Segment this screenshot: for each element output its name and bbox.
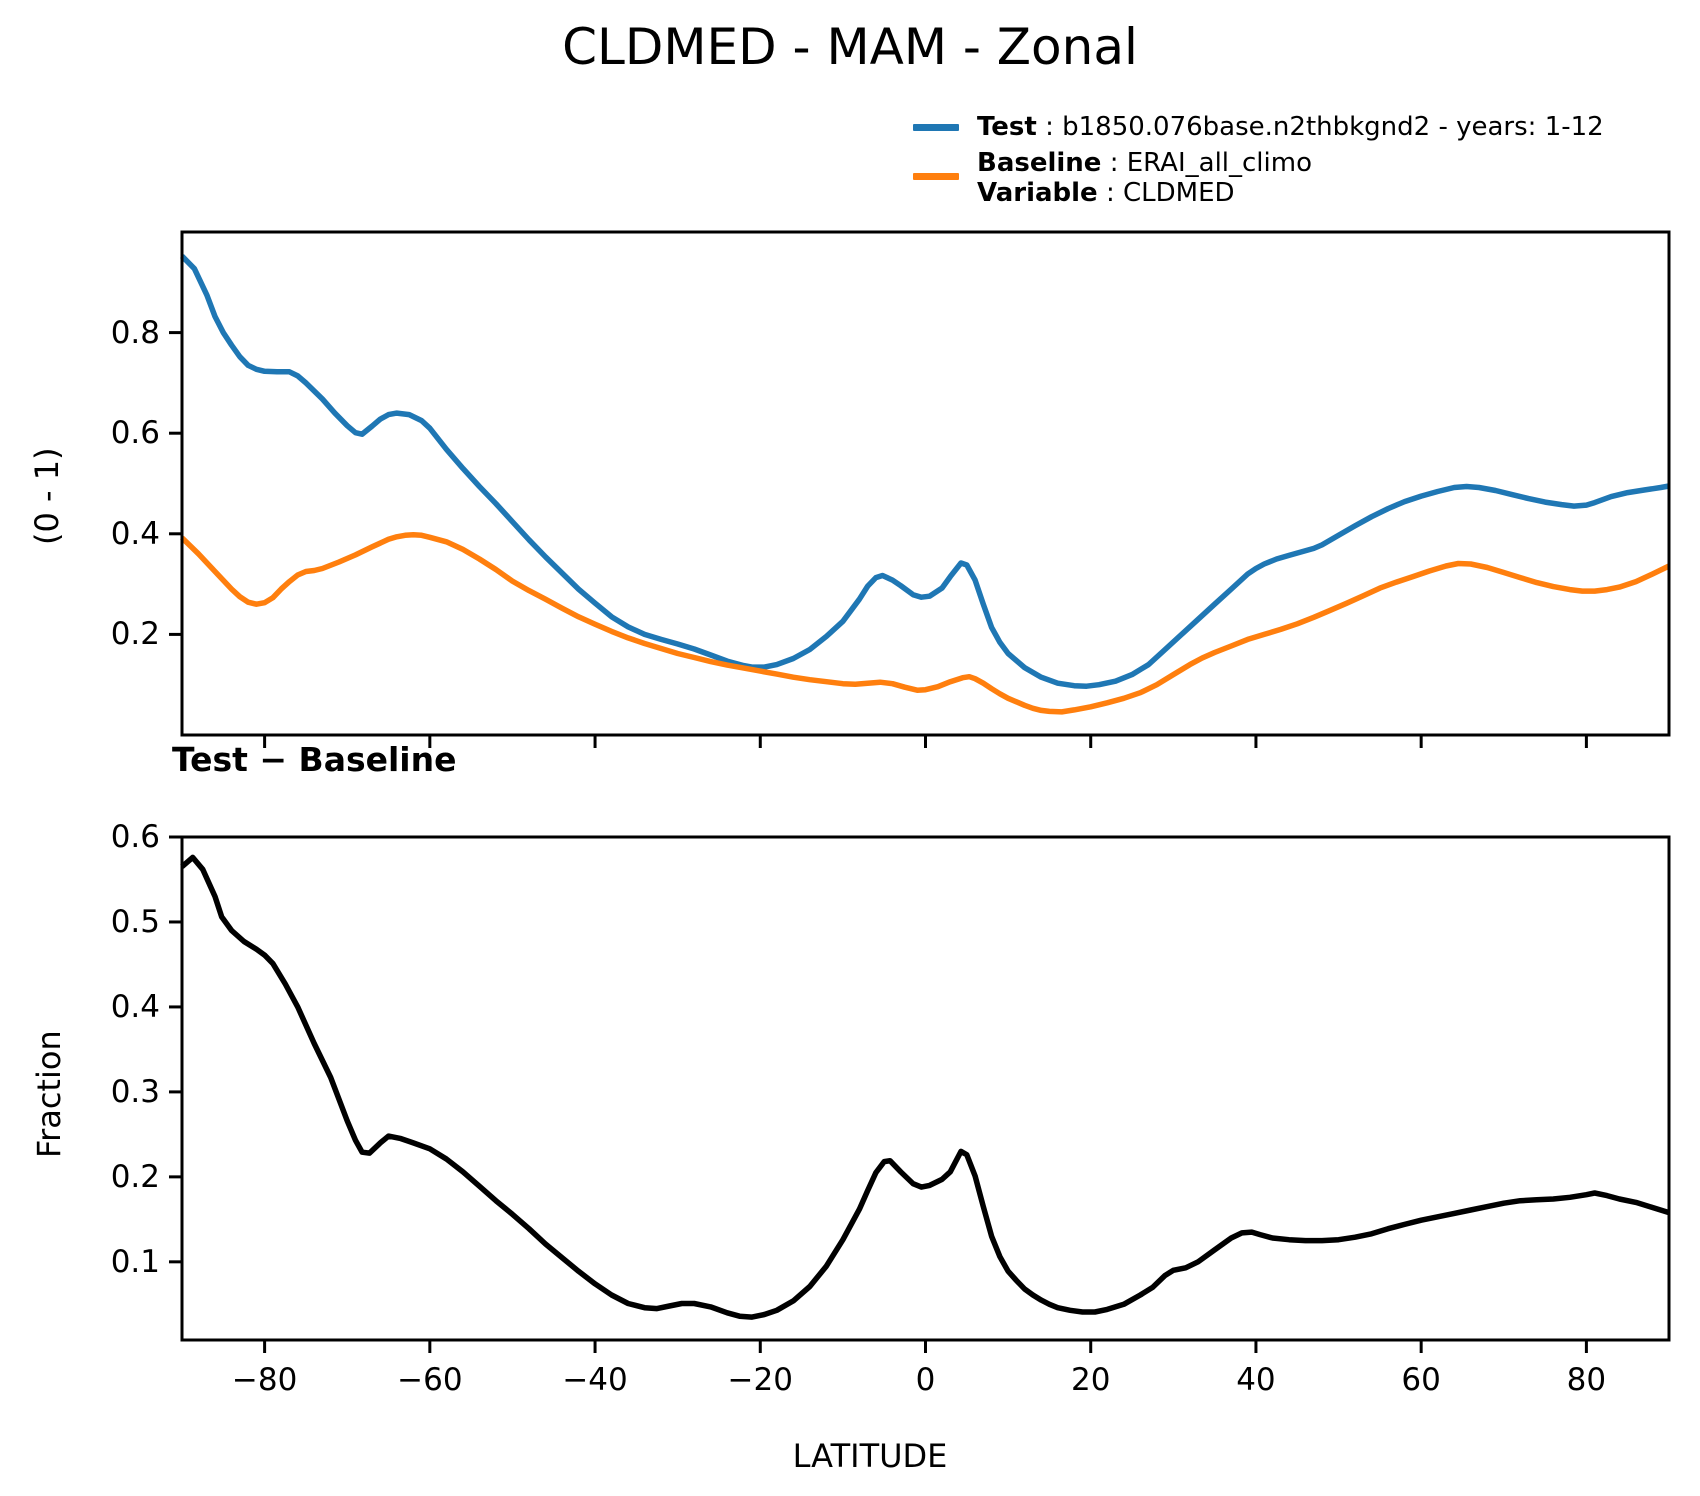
x-tick-label: −80	[231, 1362, 298, 1398]
test-line-swatch	[913, 124, 959, 131]
bottom-y-tick-label: 0.6	[110, 819, 160, 855]
legend-test-label: Test	[977, 112, 1037, 142]
top-y-tick-label: 0.6	[110, 415, 160, 452]
x-tick-label: 0	[915, 1362, 936, 1398]
legend-baseline-value: : ERAI_all_climo	[1109, 148, 1312, 178]
legend-baseline-row: Baseline : ERAI_all_climo	[977, 148, 1312, 178]
top-y-tick-label: 0.2	[110, 616, 160, 653]
top-y-tick-label: 0.8	[110, 314, 160, 351]
bottom-y-tick-label: 0.2	[110, 1158, 160, 1195]
x-axis-label: LATITUDE	[792, 1437, 948, 1475]
bottom-y-tick-label: 0.3	[110, 1073, 160, 1110]
x-tick-label: −40	[562, 1362, 628, 1398]
top-y-axis-label: (0 - 1)	[28, 447, 66, 545]
x-tick-label: −60	[397, 1362, 463, 1398]
bottom-y-tick-label: 0.1	[110, 1243, 160, 1280]
bottom-y-tick-label: 0.4	[110, 988, 160, 1025]
top-y-tick-label: 0.4	[110, 515, 160, 552]
x-tick-label: 60	[1401, 1362, 1441, 1398]
bottom-y-tick-label: 0.5	[110, 903, 160, 940]
x-tick-label: 40	[1236, 1362, 1276, 1398]
legend-entry-test: Test : b1850.076base.n2thbkgnd2 - years:…	[977, 112, 1604, 142]
bottom-y-axis-label: Fraction	[30, 1030, 68, 1158]
top-axes-box	[180, 230, 1671, 737]
baseline-curve	[180, 532, 1671, 715]
legend-test-value: : b1850.076base.n2thbkgnd2 - years: 1-12	[1045, 112, 1604, 142]
x-tick-label: 20	[1070, 1362, 1111, 1398]
curves-layer	[180, 254, 1671, 1320]
legend-variable-value: : CLDMED	[1105, 178, 1235, 208]
legend-entry-baseline: Baseline : ERAI_all_climo Variable : CLD…	[977, 148, 1312, 208]
x-tick-label: 80	[1566, 1362, 1607, 1398]
bottom-axes-box	[180, 835, 1671, 1342]
legend-baseline-label: Baseline	[977, 148, 1102, 178]
bottom-plot-title: Test − Baseline	[172, 740, 457, 779]
legend-variable-row: Variable : CLDMED	[977, 178, 1312, 208]
difference-curve	[180, 854, 1670, 1320]
legend-variable-label: Variable	[977, 178, 1098, 208]
axes-layer	[169, 230, 1671, 1353]
baseline-line-swatch	[913, 173, 959, 180]
figure-title: CLDMED - MAM - Zonal	[562, 18, 1138, 76]
x-tick-label: −20	[727, 1362, 793, 1398]
test-curve	[180, 254, 1670, 689]
